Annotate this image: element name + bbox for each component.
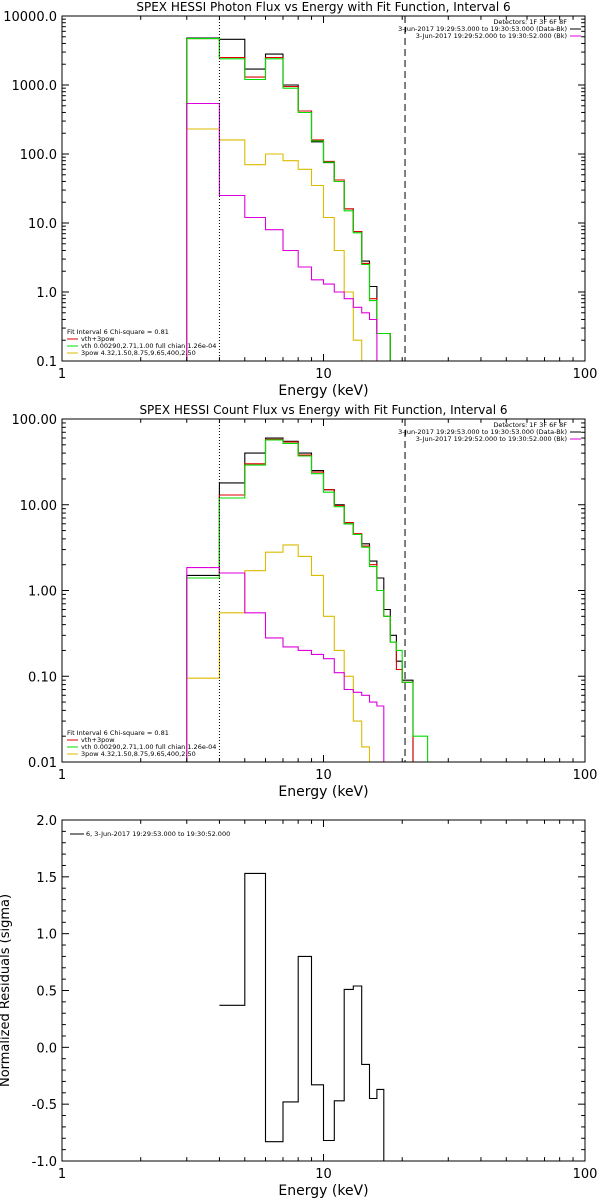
x-axis-label: Energy (keV) <box>278 383 368 399</box>
chart-panel-3: 1 10 100 -1.0 -0.5 0.0 0.5 1.0 1.5 2.0 Energy (keV… <box>0 814 597 1199</box>
header-annotation: 3-Jun-2017 19:29:52.000 to 19:30:52.000 … <box>416 32 567 40</box>
y-tick-label: 10.00 <box>20 499 57 514</box>
y-tick-label: -1.0 <box>32 1155 57 1170</box>
y-tick-label: 0.0 <box>36 1041 57 1056</box>
x-tick-label: 1 <box>58 367 66 382</box>
x-tick-label: 100 <box>573 367 598 382</box>
x-axis-label: Energy (keV) <box>278 784 368 800</box>
x-tick-label: 100 <box>573 1167 598 1182</box>
y-tick-label: 10000.0 <box>3 10 57 25</box>
y-axis-label: Normalized Residuals (sigma) <box>0 894 13 1087</box>
series-1-line <box>186 37 391 361</box>
chart-title: SPEX HESSI Count Flux vs Energy with Fit… <box>139 403 507 417</box>
chart-title: SPEX HESSI Photon Flux vs Energy with Fi… <box>136 0 510 14</box>
y-tick-label: 0.01 <box>28 756 57 771</box>
y-tick-label: 2.0 <box>36 814 57 829</box>
series-3-line <box>186 38 403 361</box>
header-annotation: 3-Jun-2017 19:29:53.000 to 19:30:53.000 … <box>398 428 567 436</box>
legend-entry: vth 0.00290,2.71,1.00 full chian 1.26e-0… <box>81 342 216 350</box>
y-tick-label: 100.00 <box>12 413 58 428</box>
series-3-line <box>186 439 429 762</box>
y-tick-label: 1.0 <box>36 928 57 943</box>
header-annotation: 3-Jun-2017 19:29:53.000 to 19:30:53.000 … <box>398 25 567 33</box>
x-tick-label: 1 <box>58 768 66 783</box>
series-1-line <box>219 872 385 1161</box>
series-2-line <box>186 438 414 762</box>
series-1-line <box>186 437 414 762</box>
y-tick-label: 1000.0 <box>12 79 58 94</box>
y-tick-label: 1.0 <box>36 286 57 301</box>
chart-panel-2: SPEX HESSI Count Flux vs Energy with Fit… <box>12 403 598 800</box>
header-annotation: Detectors: 1F 3F 6F 8F <box>493 18 567 26</box>
legend-entry: vth+3pow <box>81 736 115 744</box>
x-tick-label: 10 <box>315 768 332 783</box>
series-5-line <box>186 102 378 361</box>
legend-heading: Fit Interval 6 Chi-square = 0.81 <box>67 729 169 737</box>
series-4-line <box>186 128 363 361</box>
y-tick-label: 0.5 <box>36 985 57 1000</box>
x-tick-label: 100 <box>573 768 598 783</box>
chart-panel-1: SPEX HESSI Photon Flux vs Energy with Fi… <box>3 0 597 399</box>
x-tick-label: 10 <box>315 1167 332 1182</box>
legend-heading: Fit Interval 6 Chi-square = 0.81 <box>67 328 169 336</box>
y-tick-label: 1.5 <box>36 871 57 886</box>
x-tick-label: 10 <box>315 367 332 382</box>
header-annotation: Detectors: 1F 3F 6F 8F <box>493 421 567 429</box>
x-axis-label: Energy (keV) <box>278 1183 368 1199</box>
legend-entry: 3pow 4.32,1.50,8.75,9.65,400,2.50 <box>81 750 196 758</box>
y-tick-label: 100.0 <box>20 148 57 163</box>
y-tick-label: -0.5 <box>32 1098 57 1113</box>
header-annotation: 3-Jun-2017 19:29:52.000 to 19:30:52.000 … <box>416 435 567 443</box>
x-tick-label: 1 <box>58 1167 66 1182</box>
y-tick-label: 0.10 <box>28 670 57 685</box>
y-tick-label: 10.0 <box>28 217 57 232</box>
series-5-line <box>186 567 385 762</box>
y-tick-label: 1.00 <box>28 585 57 600</box>
legend-entry: 3pow 4.32,1.50,8.75,9.65,400,2.50 <box>81 349 196 357</box>
legend-entry: 6, 3-Jun-2017 19:29:53.000 to 19:30:52.0… <box>86 830 230 838</box>
y-tick-label: 0.1 <box>36 355 57 370</box>
legend-entry: vth+3pow <box>81 335 115 343</box>
legend-entry: vth 0.00290,2.71,1.00 full chian 1.26e-0… <box>81 743 216 751</box>
